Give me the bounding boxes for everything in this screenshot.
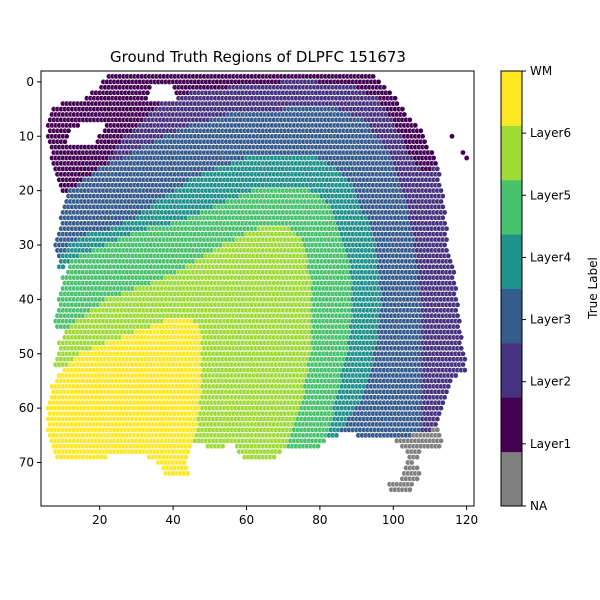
scatter-point: [443, 225, 450, 232]
scatter-point: [381, 84, 387, 91]
scatter-point: [443, 236, 450, 243]
scatter-point: [436, 171, 442, 178]
scatter-point: [399, 106, 406, 112]
scatter-point: [370, 73, 376, 80]
scatter-point: [438, 187, 444, 194]
scatter-point: [375, 79, 382, 85]
scatter-point: [439, 204, 446, 210]
scatter-point: [421, 138, 428, 145]
scatter-point: [428, 149, 435, 156]
scatter-point: [441, 231, 448, 237]
scatter-point: [454, 301, 461, 308]
scatter-point: [445, 253, 452, 259]
scatter-point: [447, 258, 453, 265]
scatter-point: [452, 307, 459, 314]
scatter-point: [401, 111, 408, 118]
scatter-point: [74, 122, 81, 129]
scatter-point: [63, 133, 70, 140]
scatter-point: [452, 296, 459, 303]
scatter-point: [456, 318, 463, 324]
chart-title: Ground Truth Regions of DLPFC 151673: [110, 48, 406, 66]
scatter-point: [450, 280, 457, 286]
scatter-point: [449, 274, 455, 281]
scatter-point: [406, 117, 413, 123]
scatter-point: [392, 95, 398, 101]
scatter-point: [454, 323, 461, 330]
scatter-point: [394, 100, 400, 107]
scatter-point: [439, 214, 446, 221]
scatter-point: [386, 90, 393, 96]
scatter-point: [412, 122, 419, 129]
scatter-point: [142, 95, 149, 101]
scatter-point: [450, 291, 457, 297]
scatter-point: [65, 127, 72, 134]
scatter-point: [434, 176, 441, 183]
scatter-point: [441, 242, 448, 248]
scatter-point: [450, 269, 457, 276]
scatter-point: [417, 127, 424, 134]
scatter-points: [45, 73, 470, 493]
scatter-point: [449, 263, 455, 270]
scatter-point: [432, 160, 439, 167]
scatter-point: [458, 334, 465, 341]
scatter-point: [430, 155, 437, 161]
scatter-point: [452, 285, 459, 292]
scatter-point: [443, 247, 450, 254]
scatter-point: [441, 209, 448, 216]
scatter-point: [419, 133, 426, 140]
scatter-point: [441, 220, 448, 227]
scatter-point: [438, 198, 444, 205]
scatter-point: [423, 144, 430, 150]
scatter-point: [434, 166, 441, 172]
scatter-point: [146, 84, 153, 91]
scatter-point: [439, 193, 446, 199]
scatter-point: [62, 138, 68, 145]
scatter-point: [456, 329, 463, 335]
scatter-point: [454, 312, 461, 319]
scatter-point: [60, 263, 66, 270]
scatter-point: [436, 182, 442, 188]
scatter-point: [144, 90, 151, 96]
